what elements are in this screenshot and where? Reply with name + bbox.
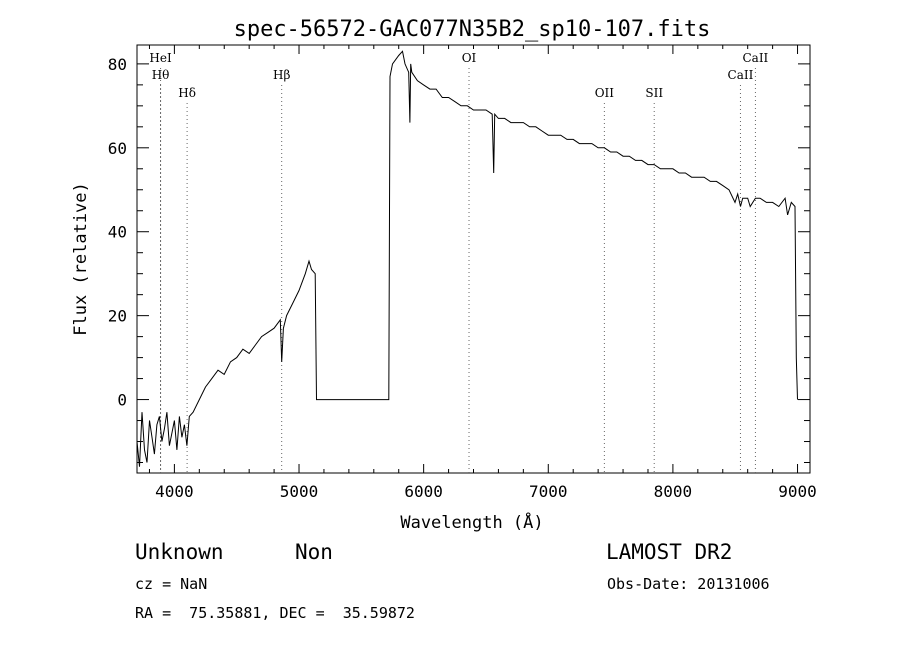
spectral-line-label: Hθ <box>152 68 170 82</box>
axis-ticks: 4000 5000 6000 7000 8000 9000 0 20 40 60 80 <box>108 45 817 501</box>
y-tick-label: 40 <box>108 223 127 242</box>
spectral-line-label: SII <box>645 86 663 100</box>
spectrum-line <box>136 50 798 467</box>
object-class: Unknown <box>135 540 224 564</box>
survey-label: LAMOST DR2 <box>606 540 733 564</box>
spectral-line-label: OI <box>462 51 477 65</box>
x-axis-label: Wavelength (Å) <box>400 511 543 533</box>
spectral-line-label: OII <box>595 86 615 100</box>
spectral-line-label: Hδ <box>178 86 196 100</box>
spectral-line-label: Hβ <box>273 68 290 82</box>
observation-date: Obs-Date: 20131006 <box>607 575 770 593</box>
y-tick-label: 80 <box>108 55 127 74</box>
x-tick-label: 6000 <box>404 482 443 501</box>
y-tick-label: 20 <box>108 307 127 326</box>
spectral-line-label: HeI <box>149 51 172 65</box>
spectral-line-label: CaII <box>742 51 768 65</box>
y-tick-label: 0 <box>117 391 127 410</box>
x-tick-label: 5000 <box>280 482 319 501</box>
x-tick-label: 4000 <box>155 482 194 501</box>
redshift-cz: cz = NaN <box>135 575 208 593</box>
plot-frame <box>136 44 811 474</box>
object-subclass: Non <box>295 540 333 564</box>
x-tick-label: 7000 <box>529 482 568 501</box>
spectral-lines: Hθ HeI Hδ Hβ OI OII SII CaII CaII <box>149 51 769 473</box>
spectral-line-label: CaII <box>728 68 754 82</box>
y-tick-label: 60 <box>108 139 127 158</box>
x-tick-label: 8000 <box>654 482 693 501</box>
y-axis-label: Flux (relative) <box>71 182 91 336</box>
coordinates: RA = 75.35881, DEC = 35.59872 <box>135 604 415 622</box>
chart-title: spec-56572-GAC077N35B2_sp10-107.fits <box>234 17 711 42</box>
x-tick-label: 9000 <box>778 482 817 501</box>
